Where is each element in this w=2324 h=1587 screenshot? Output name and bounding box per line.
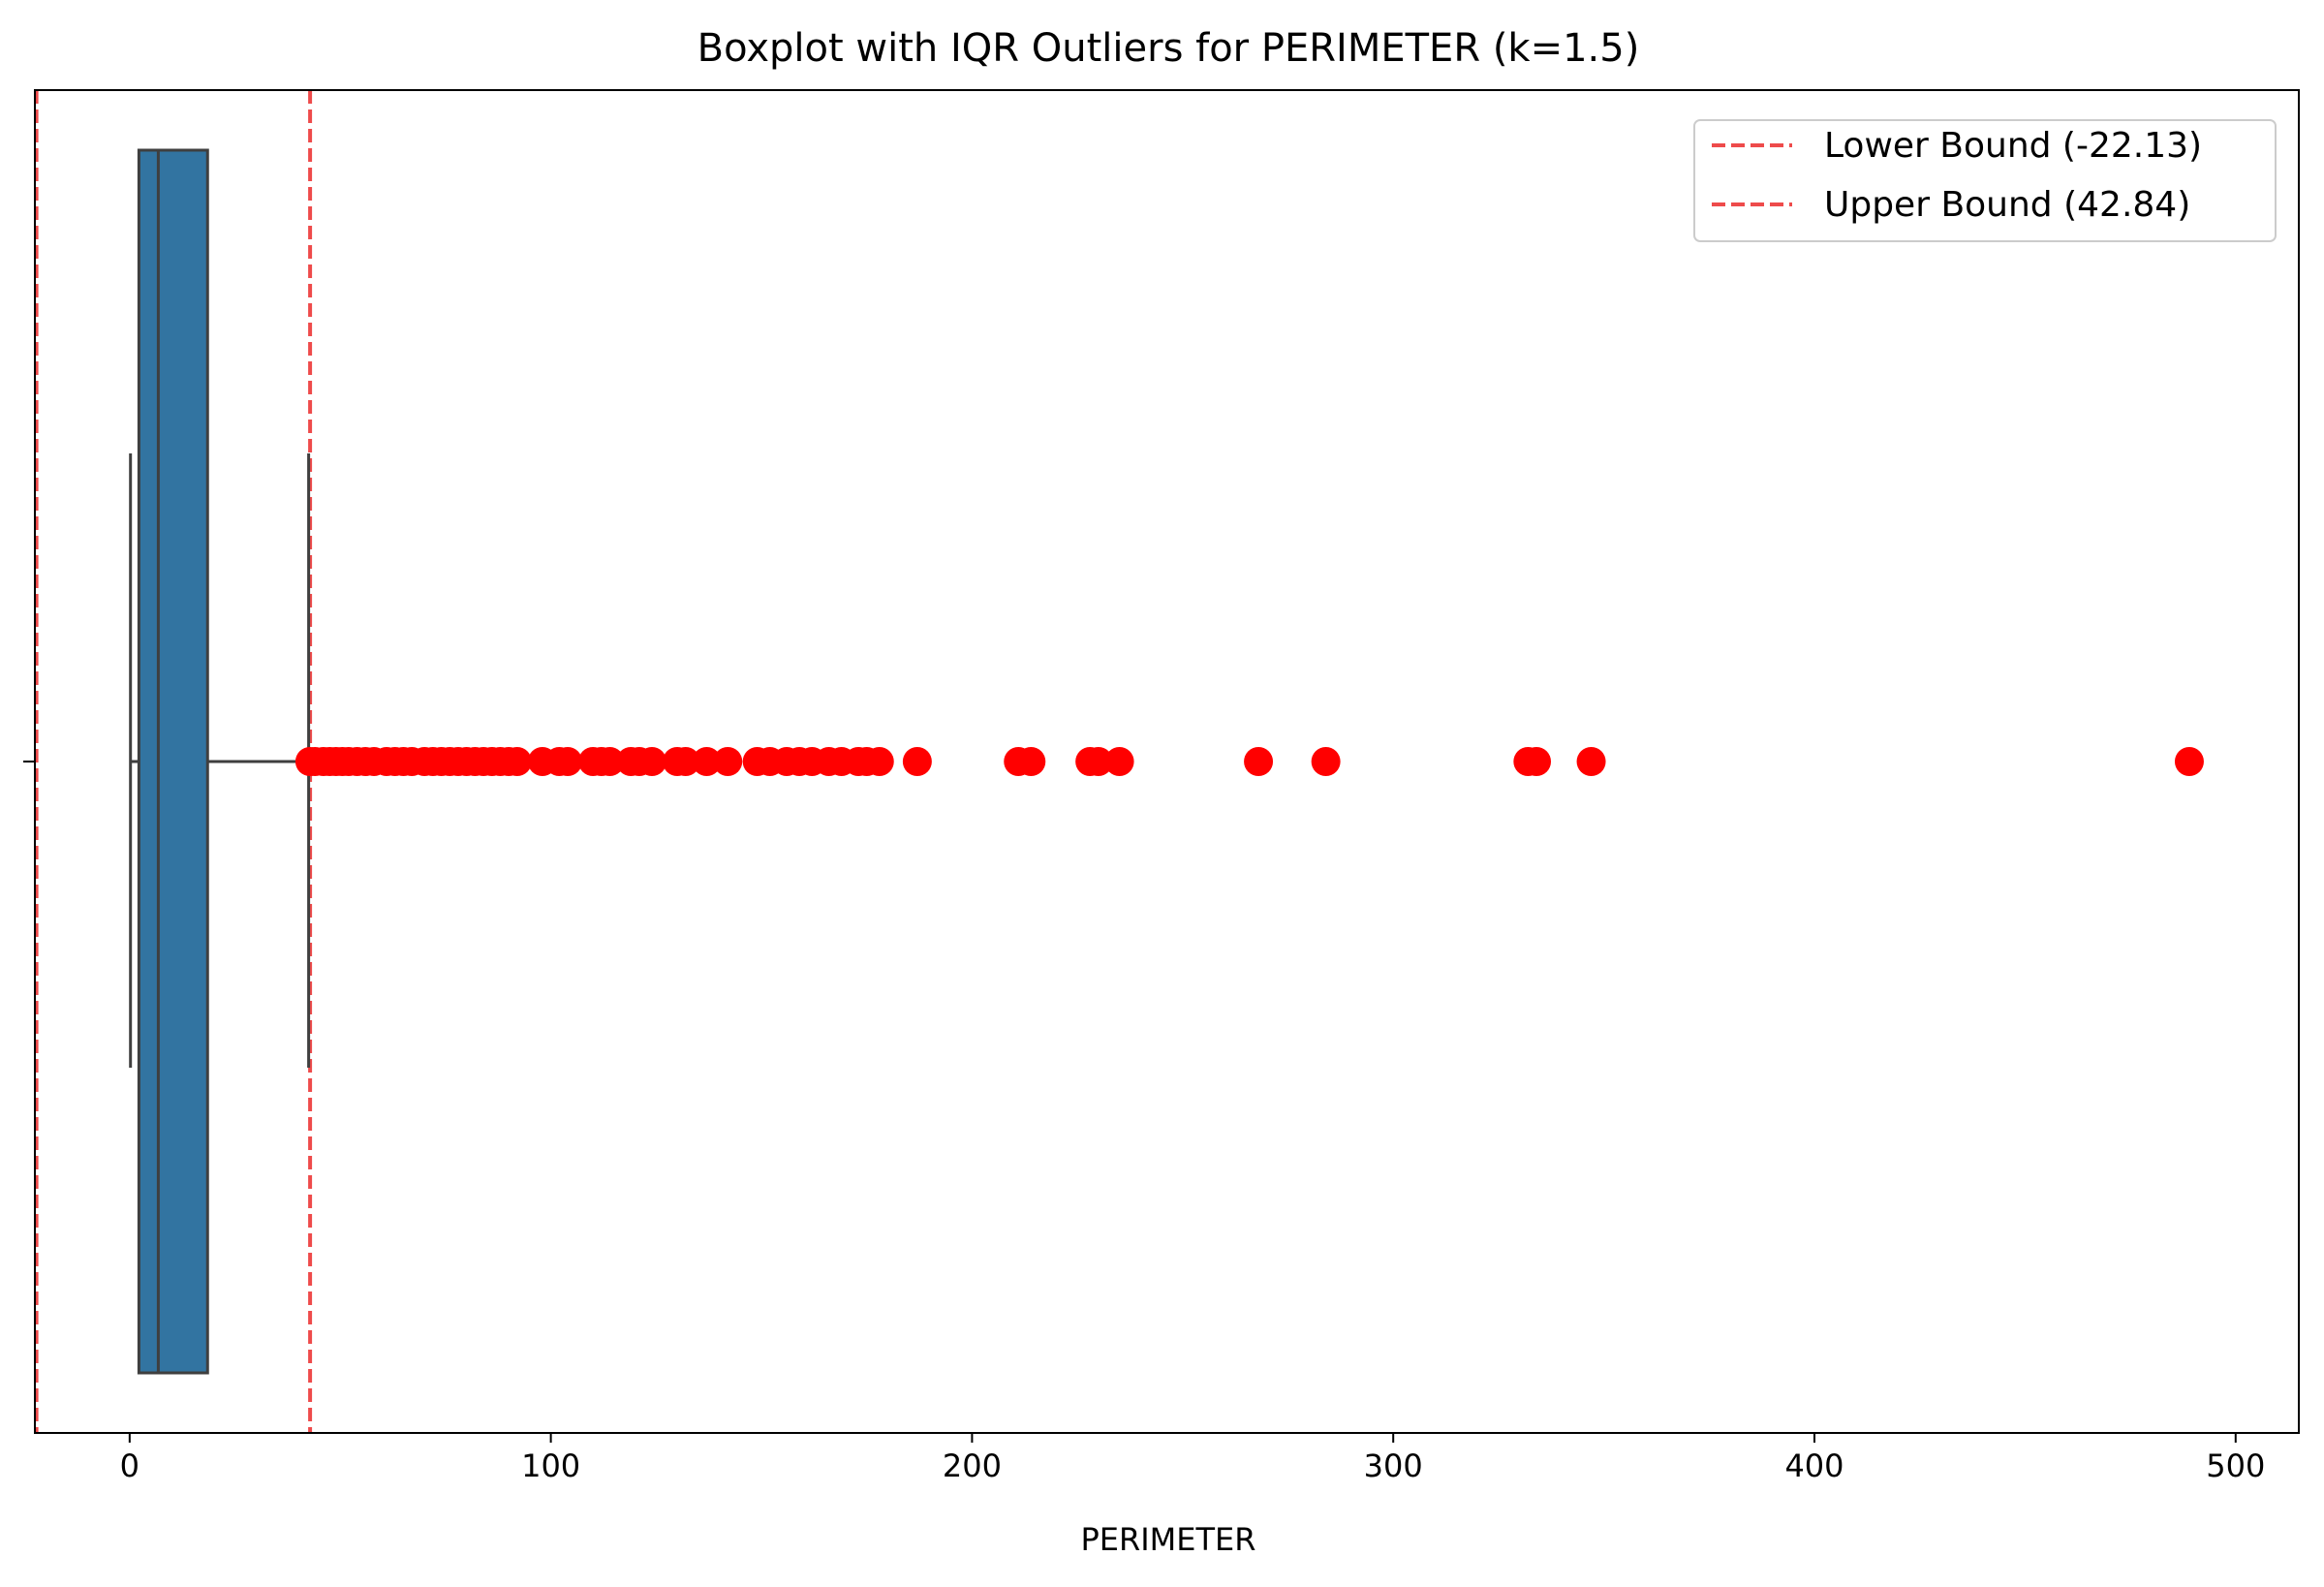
x-tick-label-5: 500: [2206, 1447, 2265, 1484]
x-tick-label-3: 300: [1364, 1447, 1423, 1484]
outlier-point-36: [670, 747, 700, 776]
outlier-point-38: [713, 747, 743, 776]
plot-frame: [34, 89, 2300, 1434]
outlier-point-56: [1311, 747, 1341, 776]
outlier-point-49: [902, 747, 932, 776]
legend-frame: [1693, 119, 2277, 242]
outlier-point-37: [692, 747, 722, 776]
outlier-points: [294, 747, 2204, 776]
outlier-point-51: [1016, 747, 1046, 776]
x-axis: 0 100 200 300 400 500: [23, 761, 2265, 1484]
outlier-point-54: [1104, 747, 1134, 776]
legend-entry-upper-bound: Upper Bound (42.84): [1824, 185, 2190, 225]
x-axis-label: PERIMETER: [1080, 1521, 1255, 1558]
outlier-point-58: [1522, 747, 1552, 776]
chart-title: Boxplot with IQR Outliers for PERIMETER …: [697, 26, 1640, 71]
iqr-box: [137, 148, 209, 1375]
legend-entry-lower-bound: Lower Bound (-22.13): [1824, 126, 2202, 166]
outlier-point-53: [1083, 747, 1113, 776]
legend: Lower Bound (-22.13) Upper Bound (42.84): [1693, 119, 2277, 242]
outlier-point-25: [502, 747, 532, 776]
outlier-point-55: [1244, 747, 1274, 776]
outlier-point-28: [553, 747, 583, 776]
x-tick-label-4: 400: [1784, 1447, 1844, 1484]
x-tick-label-1: 100: [521, 1447, 580, 1484]
outlier-point-34: [636, 747, 666, 776]
x-tick-label-2: 200: [943, 1447, 1002, 1484]
outlier-point-60: [2174, 747, 2204, 776]
box-group: [129, 148, 311, 1375]
outlier-point-59: [1576, 747, 1606, 776]
outlier-point-31: [595, 747, 625, 776]
x-tick-label-0: 0: [120, 1447, 139, 1484]
outlier-point-48: [864, 747, 894, 776]
